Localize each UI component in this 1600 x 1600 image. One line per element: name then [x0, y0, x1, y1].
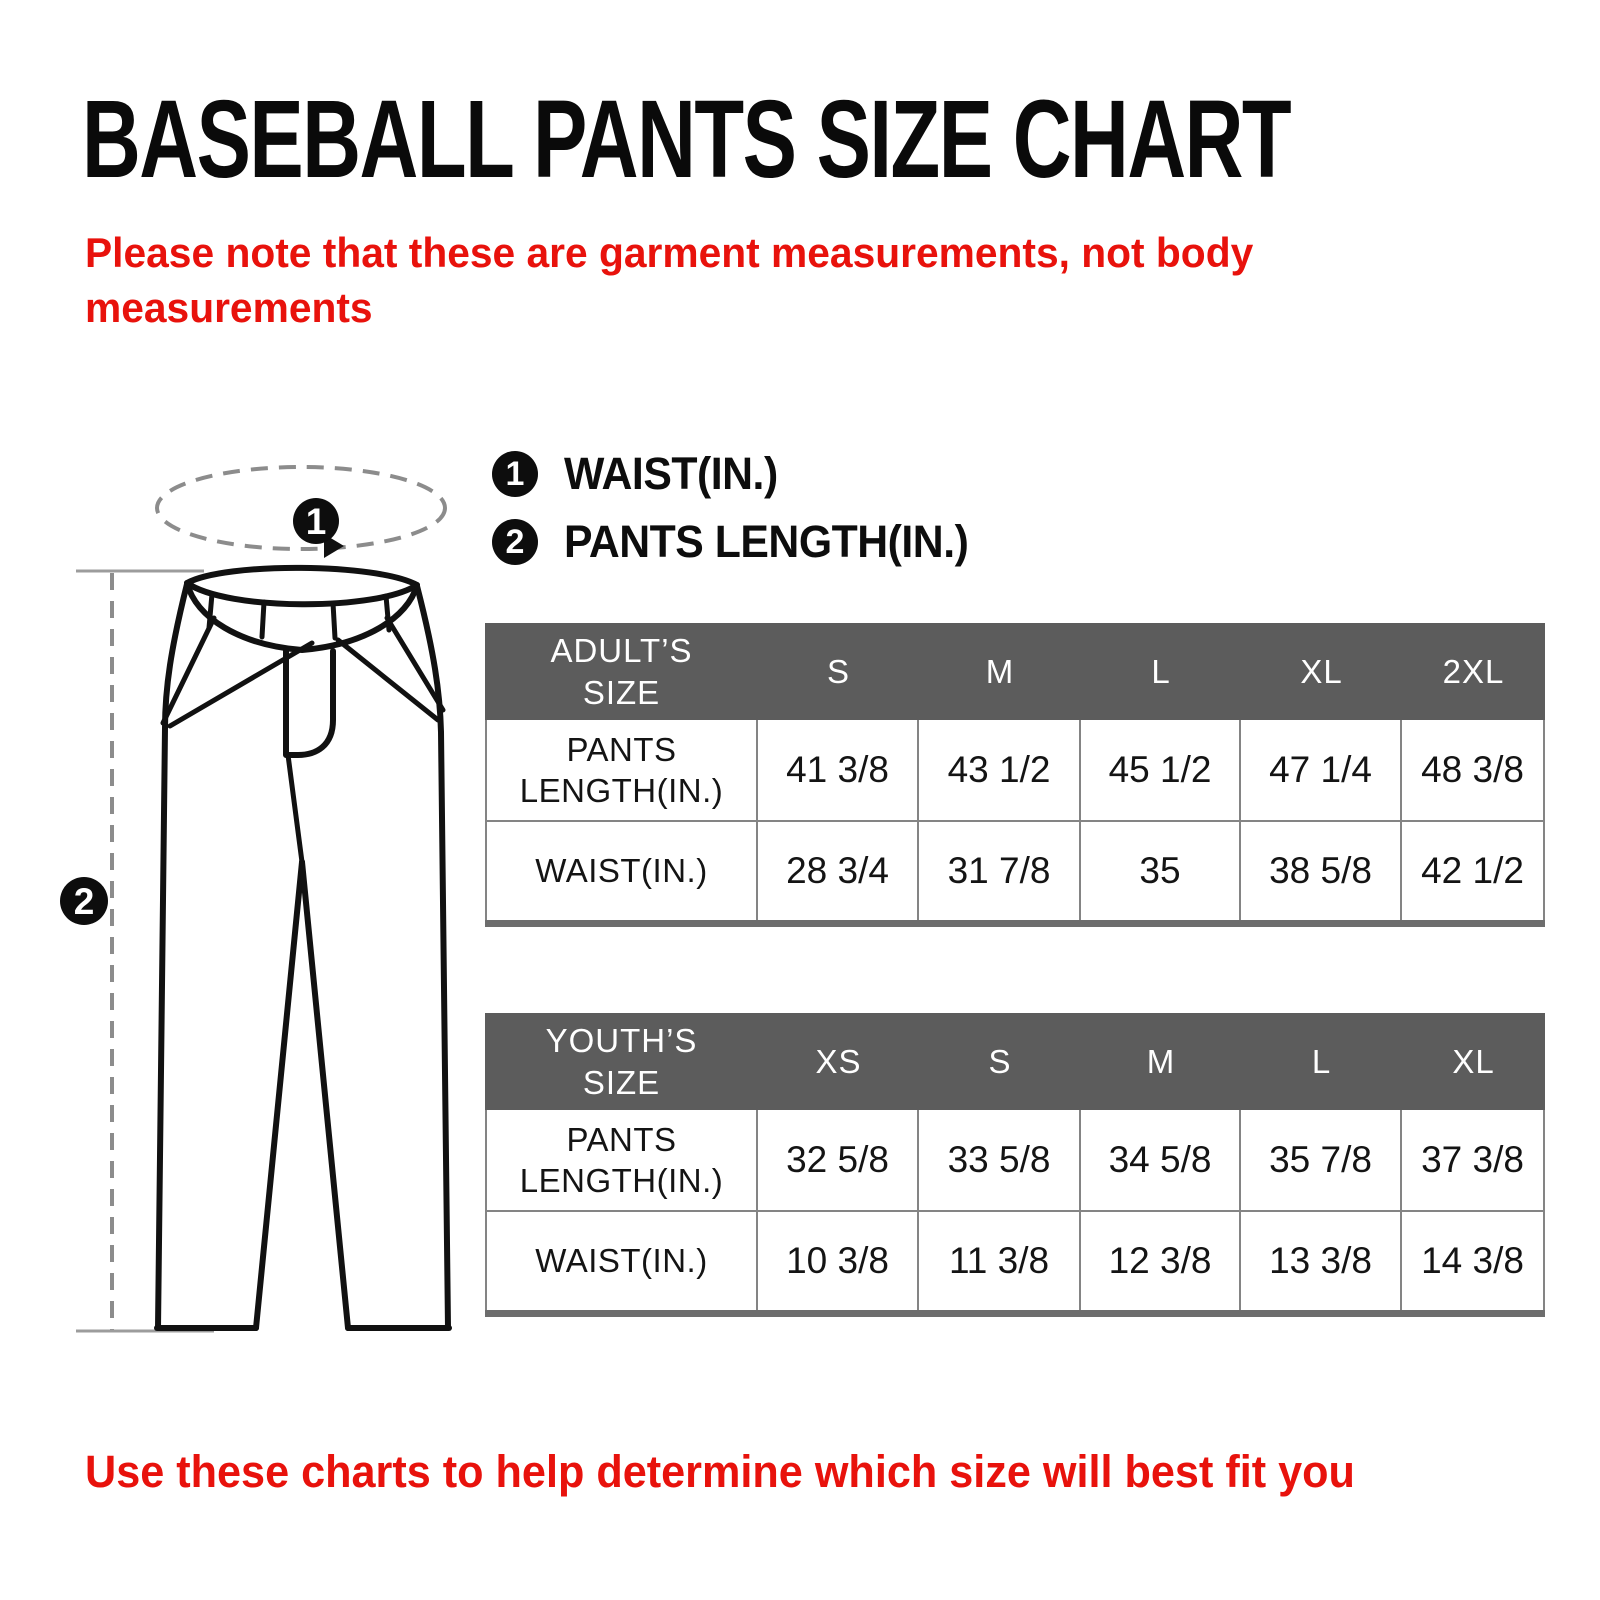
adults-value-s: 41 3/8 [758, 720, 919, 820]
adults-value-2xl: 48 3/8 [1402, 720, 1545, 820]
youths-value-xs: 10 3/8 [758, 1210, 919, 1310]
legend-label-pants-length: PANTS LENGTH(IN.) [564, 516, 969, 567]
youths-value-xl: 37 3/8 [1402, 1110, 1545, 1210]
pants-outline [154, 564, 452, 1331]
waist-marker-badge: 1 [293, 498, 339, 544]
adults-column-l: L [1151, 652, 1171, 690]
waist-arrow-icon [324, 534, 344, 558]
youths-value-xl: 14 3/8 [1402, 1210, 1545, 1310]
adults-size-table: ADULT’S SIZE S M L XL 2XL PANTS LENGTH(IN.) 41 … [485, 623, 1545, 927]
adults-column-m: M [985, 652, 1015, 690]
page-title: BASEBALL PANTS SIZE CHART [82, 78, 1292, 201]
youths-column-l: L [1311, 1042, 1332, 1080]
adults-value-2xl: 42 1/2 [1402, 820, 1545, 920]
youths-value-s: 11 3/8 [919, 1210, 1081, 1310]
legend-item-waist: 1 WAIST(IN.) [492, 440, 990, 508]
youths-value-l: 35 7/8 [1241, 1110, 1402, 1210]
garment-measurement-note: Please note that these are garment measu… [85, 229, 1254, 331]
legend-item-pants-length: 2 PANTS LENGTH(IN.) [492, 508, 990, 576]
adults-column-2xl: 2XL [1442, 652, 1505, 690]
youths-header-row: YOUTH’S SIZE XS S M L XL [485, 1013, 1545, 1110]
adults-column-xl: XL [1300, 652, 1343, 690]
youths-value-l: 13 3/8 [1241, 1210, 1402, 1310]
legend-label-waist: WAIST(IN.) [564, 448, 778, 499]
youths-value-s: 33 5/8 [919, 1110, 1081, 1210]
svg-text:1: 1 [306, 501, 327, 542]
adults-value-xl: 47 1/4 [1241, 720, 1402, 820]
adults-value-m: 31 7/8 [919, 820, 1081, 920]
youths-column-m: M [1146, 1042, 1176, 1080]
youths-size-header: YOUTH’S SIZE [545, 1022, 698, 1101]
youths-column-s: S [988, 1042, 1012, 1080]
youths-value-m: 34 5/8 [1081, 1110, 1241, 1210]
adults-column-s: S [826, 652, 850, 690]
youths-data-row-1: WAIST(IN.) 10 3/8 11 3/8 12 3/8 13 3/8 14 3/8 [485, 1210, 1545, 1310]
adults-value-xl: 38 5/8 [1241, 820, 1402, 920]
youths-size-table: YOUTH’S SIZE XS S M L XL PANTS LENGTH(IN.) 32 5… [485, 1013, 1545, 1317]
footer-note: Use these charts to help determine which… [85, 1446, 1355, 1497]
youths-row-label-1: WAIST(IN.) [485, 1210, 758, 1310]
legend: 1 WAIST(IN.) 2 PANTS LENGTH(IN.) [492, 440, 990, 576]
youths-column-xl: XL [1452, 1042, 1495, 1080]
waist-dashed-ellipse [155, 465, 447, 551]
youths-value-m: 12 3/8 [1081, 1210, 1241, 1310]
adults-value-m: 43 1/2 [919, 720, 1081, 820]
adults-header-row: ADULT’S SIZE S M L XL 2XL [485, 623, 1545, 720]
adults-value-l: 45 1/2 [1081, 720, 1241, 820]
adults-data-row-0: PANTS LENGTH(IN.) 41 3/8 43 1/2 45 1/2 47 1/… [485, 720, 1545, 820]
youths-value-xs: 32 5/8 [758, 1110, 919, 1210]
adults-size-header: ADULT’S SIZE [550, 632, 693, 711]
adults-value-l: 35 [1081, 820, 1241, 920]
youths-column-xs: XS [815, 1042, 862, 1080]
svg-text:2: 2 [74, 881, 95, 922]
youths-row-label-0: PANTS LENGTH(IN.) [485, 1110, 758, 1210]
adults-row-label-1: WAIST(IN.) [485, 820, 758, 920]
adults-data-row-1: WAIST(IN.) 28 3/4 31 7/8 35 38 5/8 42 1/2 [485, 820, 1545, 920]
youths-data-row-0: PANTS LENGTH(IN.) 32 5/8 33 5/8 34 5/8 35 7/… [485, 1110, 1545, 1210]
pants-diagram: 1 2 [60, 465, 452, 1333]
length-marker-badge: 2 [60, 877, 108, 925]
adults-row-label-0: PANTS LENGTH(IN.) [485, 720, 758, 820]
adults-value-s: 28 3/4 [758, 820, 919, 920]
marker-2-badge: 2 [492, 519, 538, 565]
marker-1-badge: 1 [492, 451, 538, 497]
